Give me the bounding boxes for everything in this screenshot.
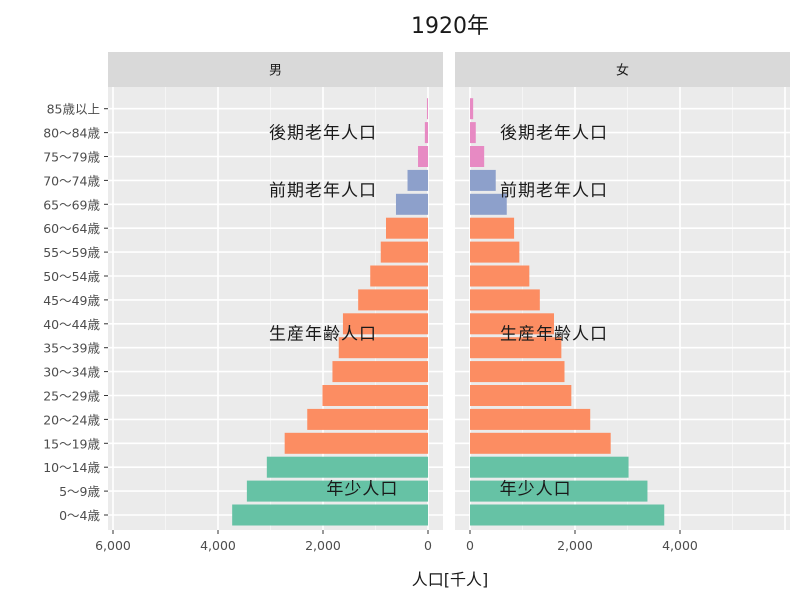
facet-strip-label: 男 bbox=[269, 64, 282, 79]
bar-female-2 bbox=[470, 456, 629, 478]
bar-female-6 bbox=[470, 361, 565, 383]
y-tick-label: 20～24歳 bbox=[43, 412, 100, 427]
bar-male-7 bbox=[338, 337, 428, 359]
y-tick-label: 25～29歳 bbox=[43, 389, 100, 404]
bar-male-14 bbox=[407, 169, 428, 191]
bar-female-9 bbox=[470, 289, 540, 311]
bar-male-15 bbox=[418, 146, 428, 167]
bar-female-11 bbox=[470, 241, 520, 263]
group-annotation: 年少人口 bbox=[500, 480, 572, 500]
x-tick-label: 6,000 bbox=[95, 538, 131, 553]
facet-strip bbox=[108, 52, 443, 87]
bar-female-0 bbox=[470, 504, 665, 526]
bar-male-2 bbox=[266, 456, 428, 478]
bar-female-17 bbox=[470, 98, 474, 120]
bar-male-17 bbox=[426, 98, 428, 120]
y-axis: 0～4歳 5～9歳 10～14歳 15～19歳 20～24歳 25～29歳 30～34歳 35… bbox=[43, 102, 108, 523]
y-tick-label: 40～44歳 bbox=[43, 317, 100, 332]
bar-male-6 bbox=[332, 361, 428, 383]
bar-male-4 bbox=[307, 408, 428, 430]
group-annotation: 生産年齢人口 bbox=[500, 324, 608, 344]
y-tick-label: 10～14歳 bbox=[43, 460, 100, 475]
bar-female-10 bbox=[470, 265, 530, 287]
bar-male-0 bbox=[232, 504, 428, 526]
facet-panel-male: 男 6,000 4,000 2,000 0 bbox=[95, 52, 443, 553]
group-annotation: 前期老年人口 bbox=[500, 181, 608, 201]
y-tick-label: 5～9歳 bbox=[59, 484, 100, 499]
y-tick-label: 0～4歳 bbox=[59, 508, 100, 523]
y-tick-label: 35～39歳 bbox=[43, 341, 100, 356]
bar-female-14 bbox=[470, 169, 496, 191]
bar-male-12 bbox=[386, 217, 428, 239]
bar-male-8 bbox=[342, 313, 428, 335]
bar-female-5 bbox=[470, 385, 572, 406]
y-tick-label: 80～84歳 bbox=[43, 126, 100, 141]
y-tick-label: 50～54歳 bbox=[43, 269, 100, 284]
bar-female-15 bbox=[470, 146, 485, 167]
y-tick-label: 70～74歳 bbox=[43, 173, 100, 188]
y-tick-label: 15～19歳 bbox=[43, 436, 100, 451]
group-annotation: 後期老年人口 bbox=[269, 124, 377, 144]
y-tick-label: 85歳以上 bbox=[47, 102, 100, 117]
bar-female-13 bbox=[470, 193, 507, 215]
facet-strip bbox=[455, 52, 790, 87]
bar-male-3 bbox=[284, 432, 428, 454]
x-tick-label: 4,000 bbox=[200, 538, 236, 553]
bar-female-12 bbox=[470, 217, 515, 239]
y-tick-label: 60～64歳 bbox=[43, 221, 100, 236]
y-tick-label: 45～49歳 bbox=[43, 293, 100, 308]
y-tick-label: 30～34歳 bbox=[43, 365, 100, 380]
bar-male-16 bbox=[424, 122, 428, 144]
bar-male-1 bbox=[246, 480, 428, 502]
bar-male-5 bbox=[322, 385, 428, 406]
bar-female-1 bbox=[470, 480, 648, 502]
bar-female-4 bbox=[470, 408, 591, 430]
facet-panels: 男6,000 4,000 2,000 0女0 2,000 4,000後期老年人口前期老年人… bbox=[95, 52, 790, 553]
bar-male-9 bbox=[358, 289, 428, 311]
x-tick-label: 2,000 bbox=[557, 538, 593, 553]
bar-male-10 bbox=[370, 265, 428, 287]
facet-panel-female: 女 0 2,000 4,000 bbox=[455, 52, 790, 553]
y-tick-label: 55～59歳 bbox=[43, 245, 100, 260]
x-tick-label: 4,000 bbox=[662, 538, 698, 553]
bar-male-13 bbox=[395, 193, 428, 215]
bar-male-11 bbox=[380, 241, 428, 263]
facet-strip-label: 女 bbox=[616, 63, 629, 79]
bar-female-7 bbox=[470, 337, 562, 359]
x-axis-title: 人口[千人] bbox=[412, 570, 489, 589]
group-annotation: 生産年齢人口 bbox=[269, 324, 377, 344]
y-tick-label: 65～69歳 bbox=[43, 197, 100, 212]
group-annotation: 前期老年人口 bbox=[269, 181, 377, 201]
group-annotation: 後期老年人口 bbox=[500, 124, 608, 144]
bar-female-8 bbox=[470, 313, 554, 335]
bar-female-16 bbox=[470, 122, 476, 144]
group-annotations: 後期老年人口前期老年人口生産年齢人口年少人口後期老年人口前期老年人口生産年齢人口… bbox=[269, 124, 608, 500]
x-tick-label: 2,000 bbox=[305, 538, 341, 553]
x-tick-label: 0 bbox=[424, 538, 432, 553]
y-tick-label: 75～79歳 bbox=[43, 150, 100, 165]
bar-female-3 bbox=[470, 432, 611, 454]
group-annotation: 年少人口 bbox=[326, 480, 398, 500]
x-tick-label: 0 bbox=[466, 538, 474, 553]
chart-title: 1920年 bbox=[411, 14, 489, 39]
